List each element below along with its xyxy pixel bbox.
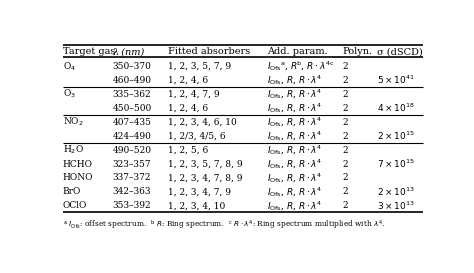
Text: NO$_2$: NO$_2$ bbox=[63, 116, 84, 128]
Text: 342–363: 342–363 bbox=[112, 188, 151, 196]
Text: $3 \times 10^{13}$: $3 \times 10^{13}$ bbox=[377, 200, 415, 212]
Text: 2: 2 bbox=[342, 188, 348, 196]
Text: 1, 2, 3, 5, 7, 8, 9: 1, 2, 3, 5, 7, 8, 9 bbox=[168, 159, 242, 168]
Text: $5 \times 10^{41}$: $5 \times 10^{41}$ bbox=[377, 74, 415, 87]
Text: 335–362: 335–362 bbox=[112, 90, 151, 99]
Text: 1, 2, 5, 6: 1, 2, 5, 6 bbox=[168, 146, 208, 155]
Text: $I_{\mathrm{Ofs}}$, $R$, $R \cdot \lambda^4$: $I_{\mathrm{Ofs}}$, $R$, $R \cdot \lambd… bbox=[267, 157, 322, 171]
Text: HCHO: HCHO bbox=[63, 159, 93, 168]
Text: 2: 2 bbox=[342, 76, 348, 85]
Text: OClO: OClO bbox=[63, 201, 87, 210]
Text: 1, 2, 4, 6: 1, 2, 4, 6 bbox=[168, 104, 208, 113]
Text: 2: 2 bbox=[342, 132, 348, 141]
Text: $I_{\mathrm{Ofs}}$, $R$, $R \cdot \lambda^4$: $I_{\mathrm{Ofs}}$, $R$, $R \cdot \lambd… bbox=[267, 129, 322, 143]
Text: $2 \times 10^{15}$: $2 \times 10^{15}$ bbox=[377, 130, 415, 142]
Text: $I_{\mathrm{Ofs}}$, $R$, $R \cdot \lambda^4$: $I_{\mathrm{Ofs}}$, $R$, $R \cdot \lambd… bbox=[267, 102, 322, 115]
Text: $I_{\mathrm{Ofs}}$, $R$, $R \cdot \lambda^4$: $I_{\mathrm{Ofs}}$, $R$, $R \cdot \lambd… bbox=[267, 171, 322, 185]
Text: Fitted absorbers: Fitted absorbers bbox=[168, 47, 250, 56]
Text: $I_{\mathrm{Ofs}}$, $R$, $R \cdot \lambda^4$: $I_{\mathrm{Ofs}}$, $R$, $R \cdot \lambd… bbox=[267, 115, 322, 129]
Text: 424–490: 424–490 bbox=[112, 132, 151, 141]
Text: $I_{\mathrm{Ofs}}$, $R$, $R \cdot \lambda^4$: $I_{\mathrm{Ofs}}$, $R$, $R \cdot \lambd… bbox=[267, 185, 322, 199]
Text: O$_4$: O$_4$ bbox=[63, 60, 76, 73]
Text: Add. param.: Add. param. bbox=[267, 47, 328, 56]
Text: 1, 2, 3, 4, 6, 10: 1, 2, 3, 4, 6, 10 bbox=[168, 118, 237, 127]
Text: 1, 2, 3, 4, 7, 9: 1, 2, 3, 4, 7, 9 bbox=[168, 188, 231, 196]
Text: 2: 2 bbox=[342, 201, 348, 210]
Text: 337–372: 337–372 bbox=[112, 173, 151, 182]
Text: BrO: BrO bbox=[63, 188, 82, 196]
Text: 1, 2, 4, 6: 1, 2, 4, 6 bbox=[168, 76, 208, 85]
Text: 450–500: 450–500 bbox=[112, 104, 152, 113]
Text: 1, 2, 3, 5, 7, 9: 1, 2, 3, 5, 7, 9 bbox=[168, 62, 231, 71]
Text: $7 \times 10^{15}$: $7 \times 10^{15}$ bbox=[377, 158, 415, 170]
Text: $I_{\mathrm{Ofs}}$, $R$, $R \cdot \lambda^4$: $I_{\mathrm{Ofs}}$, $R$, $R \cdot \lambd… bbox=[267, 143, 322, 157]
Text: 1, 2, 4, 7, 9: 1, 2, 4, 7, 9 bbox=[168, 90, 219, 99]
Text: $4 \times 10^{18}$: $4 \times 10^{18}$ bbox=[377, 102, 415, 114]
Text: λ (nm): λ (nm) bbox=[112, 47, 145, 56]
Text: 2: 2 bbox=[342, 118, 348, 127]
Text: 2: 2 bbox=[342, 159, 348, 168]
Text: HONO: HONO bbox=[63, 173, 93, 182]
Text: 1, 2/3, 4/5, 6: 1, 2/3, 4/5, 6 bbox=[168, 132, 225, 141]
Text: 1, 2, 3, 4, 7, 8, 9: 1, 2, 3, 4, 7, 8, 9 bbox=[168, 173, 242, 182]
Text: $2 \times 10^{13}$: $2 \times 10^{13}$ bbox=[377, 186, 415, 198]
Text: O$_3$: O$_3$ bbox=[63, 88, 76, 100]
Text: 407–435: 407–435 bbox=[112, 118, 152, 127]
Text: 460–490: 460–490 bbox=[112, 76, 152, 85]
Text: 2: 2 bbox=[342, 90, 348, 99]
Text: $^{\mathrm{a}}$ $I_{\mathrm{Ofs}}$: offset spectrum.  $^{\mathrm{b}}$ $R$: Ring : $^{\mathrm{a}}$ $I_{\mathrm{Ofs}}$: offs… bbox=[63, 218, 385, 232]
Text: $I_{\mathrm{Ofs}}$$^{\mathrm{a}}$, $R$$^{\mathrm{b}}$, $R \cdot \lambda^{4\mathr: $I_{\mathrm{Ofs}}$$^{\mathrm{a}}$, $R$$^… bbox=[267, 60, 334, 73]
Text: 350–370: 350–370 bbox=[112, 62, 151, 71]
Text: Polyn.: Polyn. bbox=[342, 47, 372, 56]
Text: 2: 2 bbox=[342, 173, 348, 182]
Text: 2: 2 bbox=[342, 104, 348, 113]
Text: $I_{\mathrm{Ofs}}$, $R$, $R \cdot \lambda^4$: $I_{\mathrm{Ofs}}$, $R$, $R \cdot \lambd… bbox=[267, 73, 322, 87]
Text: Target gas: Target gas bbox=[63, 47, 115, 56]
Text: 1, 2, 3, 4, 10: 1, 2, 3, 4, 10 bbox=[168, 201, 225, 210]
Text: 2: 2 bbox=[342, 62, 348, 71]
Text: 490–520: 490–520 bbox=[112, 146, 152, 155]
Text: σ (dSCD): σ (dSCD) bbox=[377, 47, 423, 56]
Text: $I_{\mathrm{Ofs}}$, $R$, $R \cdot \lambda^4$: $I_{\mathrm{Ofs}}$, $R$, $R \cdot \lambd… bbox=[267, 88, 322, 101]
Text: 323–357: 323–357 bbox=[112, 159, 151, 168]
Text: 353–392: 353–392 bbox=[112, 201, 151, 210]
Text: $I_{\mathrm{Ofs}}$, $R$, $R \cdot \lambda^4$: $I_{\mathrm{Ofs}}$, $R$, $R \cdot \lambd… bbox=[267, 199, 322, 213]
Text: 2: 2 bbox=[342, 146, 348, 155]
Text: H$_2$O: H$_2$O bbox=[63, 144, 84, 156]
